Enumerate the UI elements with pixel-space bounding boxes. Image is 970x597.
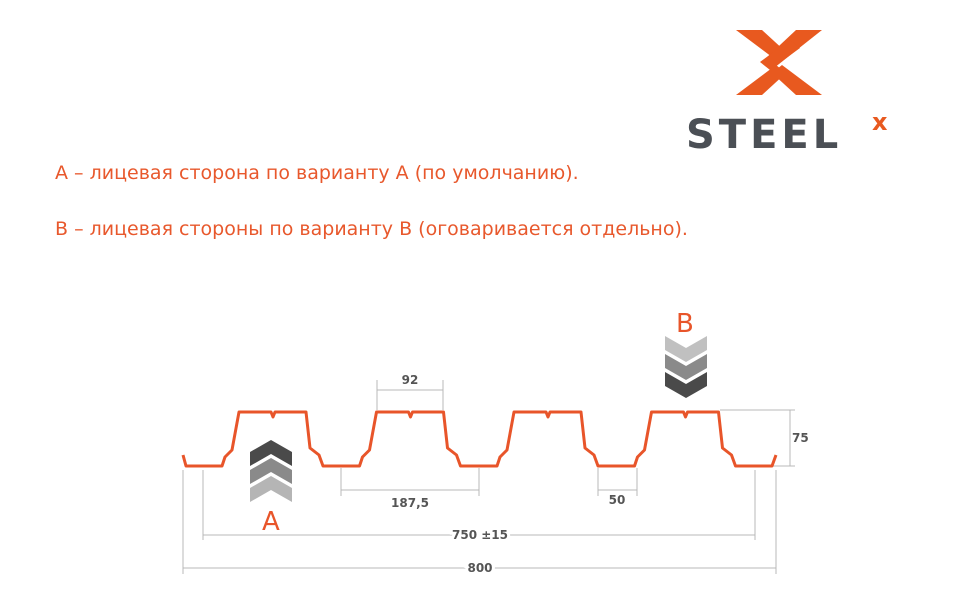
chevron [250,458,292,484]
arrow-up-icon [250,440,292,502]
chevron [665,354,707,380]
dim-rib-top-width: 92 [402,373,419,387]
chevron [665,336,707,362]
chevron [250,440,292,466]
dim-working-width: 750 ±15 [452,528,508,542]
arrow-down-icon [665,336,707,398]
chevron [250,476,292,502]
dim-rib-pitch: 187,5 [391,496,429,510]
side-a-label: A [262,507,280,537]
dimension-lines [182,380,795,574]
logo-superscript: x [872,108,888,136]
steelx-logo: STEEL x [686,30,888,158]
chevron [665,372,707,398]
dim-bottom-width: 50 [609,493,626,507]
note-side-b: В – лицевая стороны по варианту В (огова… [55,218,688,240]
note-side-a: А – лицевая сторона по варианту А (по ум… [55,162,579,184]
dim-total-width: 800 [467,561,492,575]
logo-text: STEEL [686,112,842,158]
profile-outline [181,410,778,468]
side-b-label: B [676,309,694,339]
dim-height: 75 [792,431,809,445]
logo-x-mark-icon [736,30,822,95]
